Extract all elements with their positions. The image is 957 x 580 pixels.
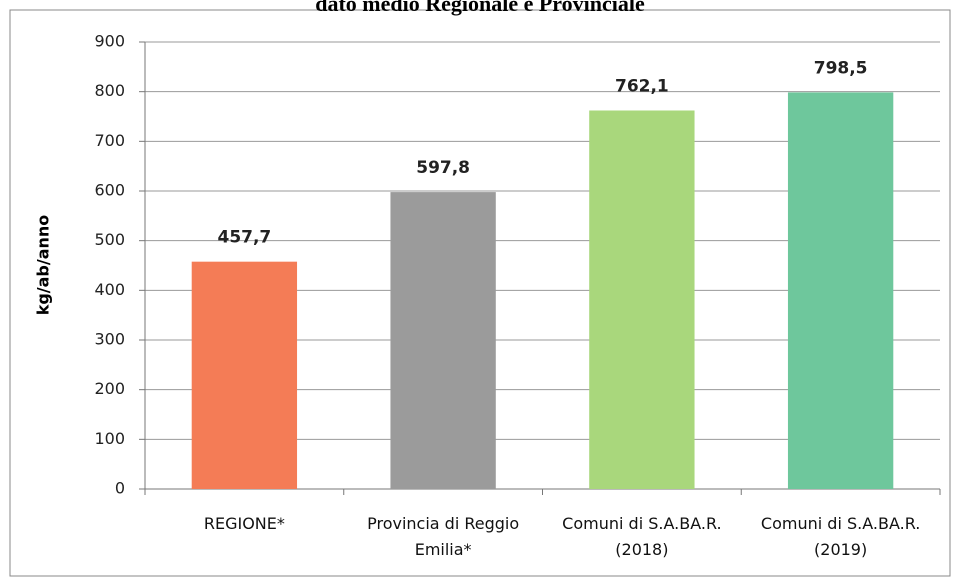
y-tick-label: 700 — [94, 131, 125, 150]
y-tick-label: 400 — [94, 280, 125, 299]
y-tick-label: 800 — [94, 81, 125, 100]
y-tick-label: 0 — [115, 479, 125, 498]
bar — [191, 261, 298, 489]
y-tick-label: 600 — [94, 181, 125, 200]
bar — [589, 110, 695, 490]
x-tick-label: Comuni di S.A.BA.R. (2018) — [562, 514, 722, 559]
value-label: 798,5 — [814, 58, 868, 78]
y-tick-label: 100 — [94, 429, 125, 448]
x-tick-label: REGIONE* — [203, 514, 285, 533]
x-tick-label: Provincia di Reggio Emilia* — [367, 514, 520, 559]
chart-title: dato medio Regionale e Provinciale — [315, 0, 645, 16]
value-label: 597,8 — [416, 158, 470, 178]
bar — [390, 192, 496, 490]
value-label: 457,7 — [217, 228, 271, 248]
value-label: 762,1 — [615, 76, 669, 96]
bar — [787, 92, 894, 489]
y-axis-label: kg/ab/anno — [34, 215, 53, 316]
y-tick-label: 500 — [94, 230, 125, 249]
y-tick-label: 300 — [94, 330, 125, 349]
x-tick-label: Comuni di S.A.BA.R. (2019) — [760, 514, 921, 559]
y-tick-label: 200 — [94, 379, 125, 398]
y-tick-label: 900 — [94, 32, 125, 51]
